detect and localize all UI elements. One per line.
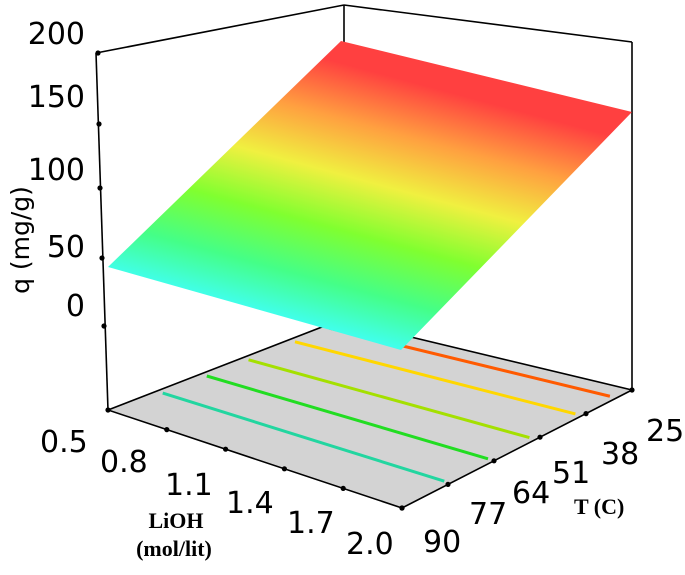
lioh-tick-label: 1.1 — [165, 468, 213, 503]
contour-line — [248, 358, 530, 440]
temp-tick-label: 64 — [512, 476, 550, 511]
temp-tick-mark — [491, 458, 497, 464]
z-tick-mark — [97, 185, 103, 191]
lioh-tick-mark — [105, 407, 111, 413]
box-edge-back-left-vertical — [95, 52, 109, 411]
temp-tick-mark — [537, 434, 543, 440]
response-surface — [108, 41, 632, 350]
contour-line — [206, 374, 489, 461]
z-tick-mark — [99, 255, 105, 261]
contour-line — [294, 340, 576, 416]
z-tick-mark — [101, 323, 107, 329]
z-tick-label: 0 — [66, 289, 85, 324]
temp-tick-mark — [399, 505, 405, 511]
z-tick-mark — [96, 121, 102, 127]
lioh-tick-label: 0.8 — [100, 445, 148, 480]
lioh-axis-title-line1: LiOH — [148, 508, 203, 533]
lioh-tick-mark — [164, 427, 170, 433]
lioh-axis-title-line2: (mol/lit) — [136, 536, 212, 561]
temp-tick-label: 77 — [469, 497, 507, 532]
lioh-tick-mark — [223, 446, 229, 452]
z-axis-title: q (mg/g) — [6, 186, 35, 294]
z-tick-label: 150 — [28, 80, 85, 115]
z-tick-mark — [95, 50, 101, 56]
lioh-tick-mark — [340, 485, 346, 491]
temp-tick-mark — [445, 481, 451, 487]
lioh-tick-label: 2.0 — [346, 527, 394, 562]
temp-tick-label: 51 — [552, 456, 590, 491]
temp-tick-label: 25 — [646, 414, 684, 449]
lioh-tick-label: 1.4 — [226, 486, 274, 521]
temp-tick-mark — [629, 387, 635, 393]
temp-tick-mark — [583, 411, 589, 417]
temp-tick-marks — [399, 387, 635, 511]
floor-contours — [162, 326, 611, 483]
z-tick-marks — [95, 50, 107, 329]
z-tick-label: 100 — [28, 153, 85, 188]
lioh-tick-label: 0.5 — [40, 425, 88, 460]
box-edge-back-top-right — [343, 4, 633, 43]
box-edge-back-top-left — [95, 4, 345, 54]
lioh-tick-label: 1.7 — [287, 506, 335, 541]
lioh-tick-mark — [281, 466, 287, 472]
z-tick-label: 50 — [47, 230, 85, 265]
z-tick-label: 200 — [28, 17, 85, 52]
temp-axis-title: T (C) — [574, 494, 624, 519]
temp-tick-label: 90 — [423, 525, 461, 560]
temp-tick-label: 38 — [601, 437, 639, 472]
contour-line — [162, 391, 445, 483]
